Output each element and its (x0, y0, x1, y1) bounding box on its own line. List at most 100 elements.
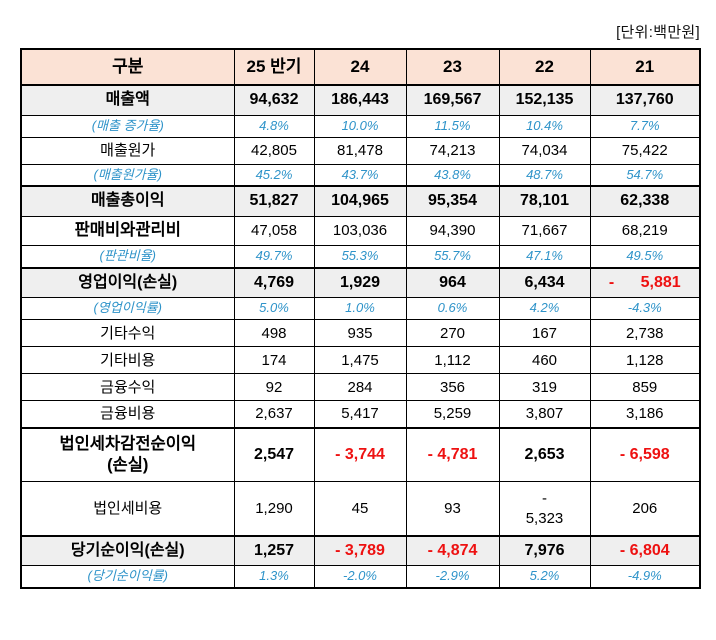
row-label: (영업이익률) (20, 297, 235, 321)
table-row: 기타비용 174 1,475 1,112 460 1,128 (20, 346, 701, 375)
row-label: 기타비용 (20, 346, 235, 375)
row-label: (매출 증가율) (20, 114, 235, 138)
table-row: 당기순이익(손실) 1,257- 3,789- 4,874 7,976- 6,804 (20, 534, 701, 567)
value-cell: 356 (405, 373, 500, 402)
value-cell: 45.2% (233, 163, 315, 187)
value-cell: 4.2% (498, 297, 591, 321)
value-cell: 284 (313, 373, 407, 402)
table-row: 기타수익 498 935 270 167 2,738 (20, 319, 701, 348)
value-cell: 319 (498, 373, 591, 402)
value-cell: 92 (233, 373, 315, 402)
value-cell: 7.7% (589, 114, 701, 138)
value-cell: 45 (313, 481, 407, 537)
row-label: 금융수익 (20, 373, 235, 402)
value-cell: - 5,323 (498, 481, 591, 537)
value-cell: 460 (498, 346, 591, 375)
value-cell: 2,547 (233, 426, 315, 483)
value-cell: 174 (233, 346, 315, 375)
column-header-1: 25 반기 (233, 48, 315, 86)
table-row: (매출원가율) 45.2% 43.7% 43.8% 48.7% 54.7% (20, 163, 701, 187)
value-cell: 0.6% (405, 297, 500, 321)
value-cell: 62,338 (589, 185, 701, 217)
row-label: 금융비용 (20, 400, 235, 429)
value-cell: 10.4% (498, 114, 591, 138)
table-row: (매출 증가율) 4.8% 10.0% 11.5% 10.4% 7.7% (20, 114, 701, 138)
value-cell: 1,475 (313, 346, 407, 375)
value-cell: 47,058 (233, 215, 315, 246)
value-cell: 49.5% (589, 244, 701, 269)
value-cell: 167 (498, 319, 591, 348)
value-cell: 74,213 (405, 136, 500, 165)
value-cell: 10.0% (313, 114, 407, 138)
value-cell: 169,567 (405, 84, 500, 116)
value-cell: 2,637 (233, 400, 315, 429)
value-cell: 74,034 (498, 136, 591, 165)
value-cell: 1,257 (233, 534, 315, 567)
table-row: 법인세차감전순이익 (손실) 2,547- 3,744- 4,781 2,653- … (20, 426, 701, 483)
value-cell: - 4,781 (405, 426, 500, 483)
value-cell: 1.3% (233, 565, 315, 589)
value-cell: 51,827 (233, 185, 315, 217)
value-cell: 43.8% (405, 163, 500, 187)
header-row: 구분 25 반기 24 23 22 21 (20, 48, 701, 86)
value-cell: - 3,744 (313, 426, 407, 483)
row-label: 당기순이익(손실) (20, 534, 235, 567)
value-cell: 55.7% (405, 244, 500, 269)
column-header-3: 23 (405, 48, 500, 86)
table-row: (판관비율) 49.7% 55.3% 55.7% 47.1% 49.5% (20, 244, 701, 269)
value-cell: 1,290 (233, 481, 315, 537)
value-cell: 859 (589, 373, 701, 402)
value-cell: 43.7% (313, 163, 407, 187)
value-cell: 270 (405, 319, 500, 348)
table-row: 법인세비용 1,290 45 93- 5,323 206 (20, 481, 701, 537)
value-cell: - 6,598 (589, 426, 701, 483)
table-row: 매출액 94,632 186,443 169,567 152,135 137,760 (20, 84, 701, 116)
row-label: 법인세비용 (20, 481, 235, 537)
row-label: (매출원가율) (20, 163, 235, 187)
value-cell: 498 (233, 319, 315, 348)
value-cell: 93 (405, 481, 500, 537)
row-label: 법인세차감전순이익 (손실) (20, 426, 235, 483)
value-cell: 2,653 (498, 426, 591, 483)
value-cell: 1,112 (405, 346, 500, 375)
row-label: 영업이익(손실) (20, 266, 235, 299)
value-cell: 94,390 (405, 215, 500, 246)
table-row: 금융수익 92 284 356 319 859 (20, 373, 701, 402)
value-cell: 4,769 (233, 266, 315, 299)
value-cell: 1,128 (589, 346, 701, 375)
table-row: 매출총이익 51,827 104,965 95,354 78,101 62,338 (20, 185, 701, 217)
value-cell: 11.5% (405, 114, 500, 138)
value-cell: -4.9% (589, 565, 701, 589)
value-cell: 42,805 (233, 136, 315, 165)
column-header-2: 24 (313, 48, 407, 86)
table-row: 판매비와관리비 47,058 103,036 94,390 71,667 68,219 (20, 215, 701, 246)
value-cell: 7,976 (498, 534, 591, 567)
value-cell: 94,632 (233, 84, 315, 116)
table-row: 매출원가 42,805 81,478 74,213 74,034 75,422 (20, 136, 701, 165)
value-cell: 5,417 (313, 400, 407, 429)
table-row: 금융비용 2,637 5,417 5,259 3,807 3,186 (20, 400, 701, 429)
value-cell: 2,738 (589, 319, 701, 348)
table-body: 매출액 94,632 186,443 169,567 152,135 137,760 (매출… (20, 84, 701, 589)
value-cell: 48.7% (498, 163, 591, 187)
value-cell: 206 (589, 481, 701, 537)
value-cell: -2.9% (405, 565, 500, 589)
value-cell: 5.0% (233, 297, 315, 321)
table-row: (영업이익률) 5.0% 1.0% 0.6% 4.2% -4.3% (20, 297, 701, 321)
unit-label: [단위:백만원] (616, 24, 700, 41)
value-cell: -2.0% (313, 565, 407, 589)
row-label: 판매비와관리비 (20, 215, 235, 246)
value-cell: 1,929 (313, 266, 407, 299)
value-cell: 81,478 (313, 136, 407, 165)
value-cell: 75,422 (589, 136, 701, 165)
value-cell: - 4,874 (405, 534, 500, 567)
financial-summary-table: 구분 25 반기 24 23 22 21 매출액 94,632 186,443 169,567 1… (20, 48, 701, 590)
table-row: 영업이익(손실) 4,769 1,929 964 6,434- 5,881 (20, 266, 701, 299)
value-cell: 55.3% (313, 244, 407, 269)
value-cell: 5,259 (405, 400, 500, 429)
row-label: 매출총이익 (20, 185, 235, 217)
row-label: 매출액 (20, 84, 235, 116)
value-cell: - 3,789 (313, 534, 407, 567)
value-cell: 3,807 (498, 400, 591, 429)
